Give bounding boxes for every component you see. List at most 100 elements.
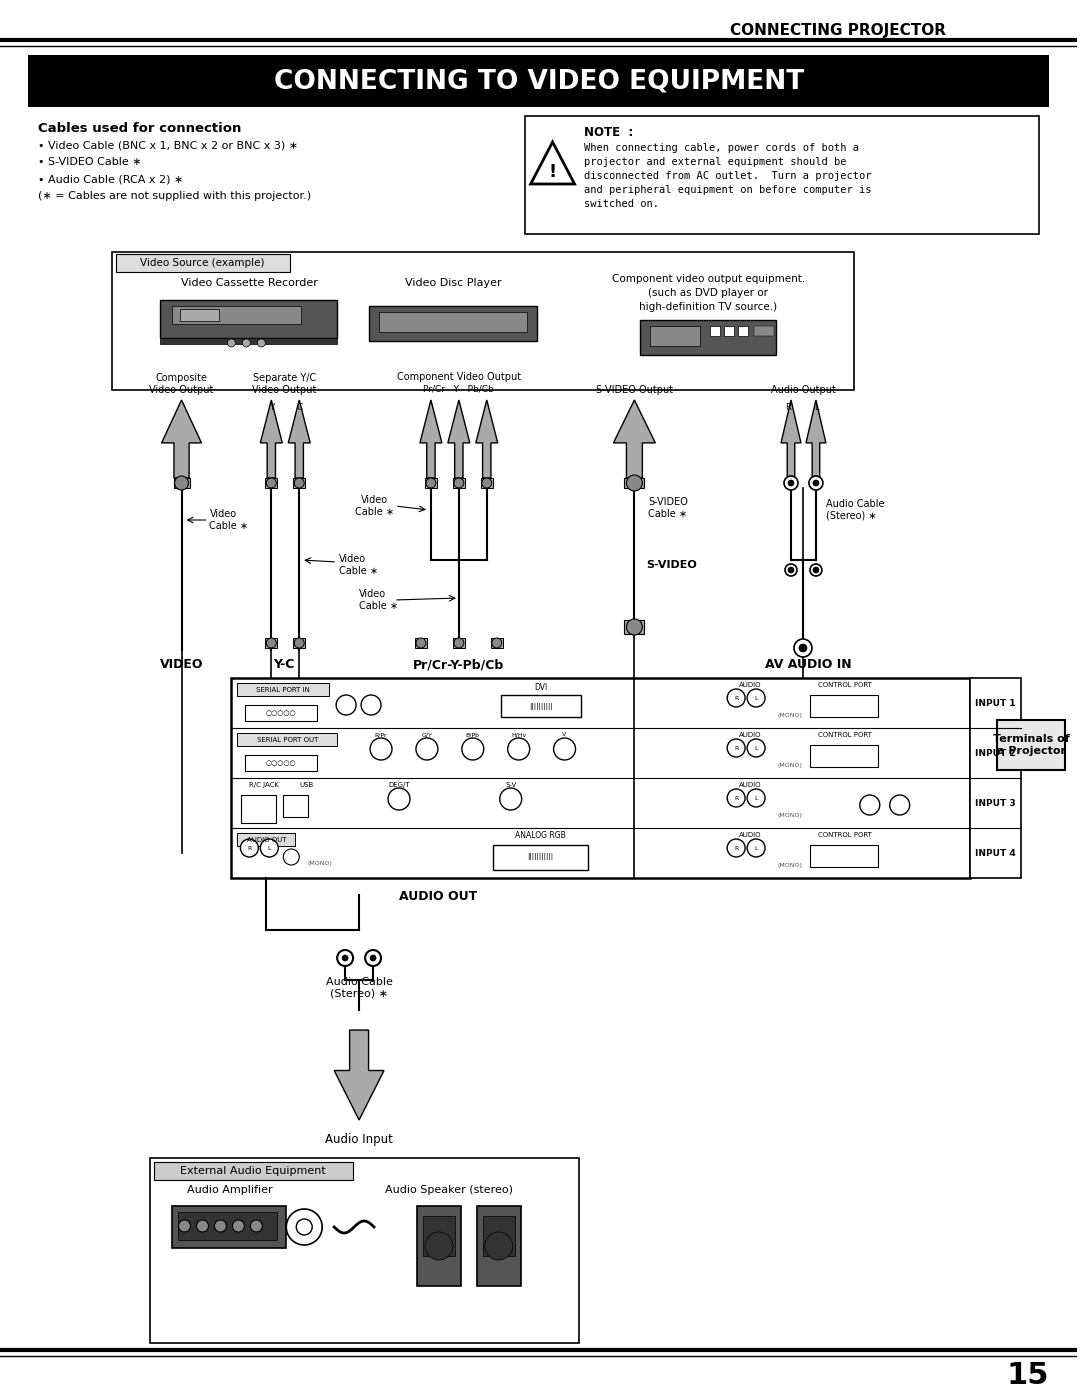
- Text: CONTROL PORT: CONTROL PORT: [818, 833, 872, 838]
- Bar: [640, 320, 777, 355]
- Circle shape: [454, 478, 463, 488]
- Circle shape: [370, 956, 376, 961]
- Bar: [492, 845, 588, 870]
- Bar: [294, 478, 306, 488]
- Text: Component Video Output: Component Video Output: [396, 372, 521, 381]
- Bar: [172, 1206, 286, 1248]
- Circle shape: [890, 795, 909, 814]
- Bar: [160, 300, 337, 338]
- Text: Composite
Video Output: Composite Video Output: [149, 373, 214, 395]
- Text: AUDIO OUT: AUDIO OUT: [399, 890, 477, 902]
- Bar: [153, 1162, 353, 1180]
- Text: DVI: DVI: [534, 683, 548, 692]
- Circle shape: [178, 1220, 190, 1232]
- Text: V: V: [563, 732, 567, 738]
- Polygon shape: [260, 400, 282, 478]
- Text: INPUT 3: INPUT 3: [975, 799, 1016, 807]
- Circle shape: [784, 476, 798, 490]
- Bar: [417, 1206, 461, 1287]
- Bar: [501, 694, 581, 717]
- Text: AUDIO: AUDIO: [739, 833, 761, 838]
- Circle shape: [788, 567, 794, 573]
- Circle shape: [296, 1220, 312, 1235]
- Text: L: L: [754, 746, 758, 750]
- Circle shape: [286, 1208, 322, 1245]
- Circle shape: [799, 644, 807, 652]
- Text: (MONO): (MONO): [778, 862, 802, 868]
- Circle shape: [813, 567, 819, 573]
- Text: R: R: [734, 696, 739, 700]
- Circle shape: [794, 638, 812, 657]
- Bar: [453, 638, 464, 648]
- Text: Y: Y: [269, 404, 274, 412]
- Circle shape: [500, 788, 522, 810]
- Circle shape: [336, 694, 356, 715]
- Text: INPUT 2: INPUT 2: [975, 749, 1016, 757]
- Text: Terminals of
a Projector: Terminals of a Projector: [993, 735, 1070, 756]
- Circle shape: [257, 339, 266, 346]
- Text: H/Hv: H/Hv: [511, 732, 526, 738]
- Text: Cables used for connection: Cables used for connection: [38, 122, 241, 136]
- Circle shape: [342, 956, 348, 961]
- Bar: [28, 54, 1050, 108]
- Circle shape: [485, 1232, 513, 1260]
- Bar: [525, 116, 1039, 235]
- Polygon shape: [781, 400, 801, 478]
- Text: • Video Cable (BNC x 1, BNC x 2 or BNC x 3) ∗: • Video Cable (BNC x 1, BNC x 2 or BNC x…: [38, 140, 298, 149]
- Circle shape: [197, 1220, 208, 1232]
- Bar: [177, 1213, 278, 1241]
- Text: Separate Y/C
Video Output: Separate Y/C Video Output: [252, 373, 316, 395]
- Polygon shape: [162, 400, 202, 478]
- Text: R: R: [734, 845, 739, 851]
- Text: (∗ = Cables are not supplied with this projector.): (∗ = Cables are not supplied with this p…: [38, 191, 311, 201]
- Text: S-VIDEO Output: S-VIDEO Output: [596, 386, 673, 395]
- Bar: [238, 733, 337, 746]
- Circle shape: [727, 739, 745, 757]
- Circle shape: [365, 950, 381, 965]
- Bar: [294, 638, 306, 648]
- Text: INPUT 1: INPUT 1: [975, 698, 1016, 707]
- Text: SERIAL PORT OUT: SERIAL PORT OUT: [257, 738, 318, 743]
- Text: DEG/T: DEG/T: [388, 782, 409, 788]
- Polygon shape: [530, 142, 575, 184]
- Text: AV AUDIO IN: AV AUDIO IN: [765, 658, 851, 671]
- Text: Audio Input: Audio Input: [325, 1133, 393, 1147]
- Circle shape: [175, 476, 189, 490]
- Circle shape: [242, 339, 251, 346]
- Circle shape: [416, 638, 426, 648]
- Text: Video Cassette Recorder: Video Cassette Recorder: [181, 278, 318, 288]
- Text: Component video output equipment.: Component video output equipment.: [611, 274, 805, 284]
- Bar: [174, 478, 189, 488]
- Circle shape: [626, 475, 643, 490]
- Bar: [238, 833, 295, 847]
- Bar: [738, 326, 748, 337]
- Bar: [423, 1215, 455, 1256]
- Text: Audio Output: Audio Output: [770, 386, 836, 395]
- Circle shape: [747, 689, 765, 707]
- Bar: [245, 705, 318, 721]
- Text: S-V: S-V: [505, 782, 516, 788]
- Circle shape: [788, 481, 794, 486]
- Text: R: R: [734, 795, 739, 800]
- Circle shape: [454, 638, 463, 648]
- Bar: [481, 478, 492, 488]
- Circle shape: [267, 478, 276, 488]
- Bar: [266, 478, 278, 488]
- Text: !: !: [549, 163, 556, 182]
- Text: USB: USB: [299, 782, 313, 788]
- Circle shape: [294, 478, 305, 488]
- Bar: [810, 694, 878, 717]
- Text: switched on.: switched on.: [583, 198, 659, 210]
- Text: External Audio Equipment: External Audio Equipment: [180, 1166, 326, 1176]
- Text: |||||||||||: |||||||||||: [527, 854, 554, 861]
- Text: (MONO): (MONO): [778, 712, 802, 718]
- Text: R: R: [785, 404, 791, 412]
- Text: disconnected from AC outlet.  Turn a projector: disconnected from AC outlet. Turn a proj…: [583, 170, 872, 182]
- Bar: [415, 638, 427, 648]
- Text: VIDEO: VIDEO: [160, 658, 203, 671]
- Text: B/Pb: B/Pb: [465, 732, 480, 738]
- Circle shape: [727, 789, 745, 807]
- Circle shape: [626, 619, 643, 636]
- Text: and peripheral equipment on before computer is: and peripheral equipment on before compu…: [583, 184, 872, 196]
- Bar: [624, 620, 645, 634]
